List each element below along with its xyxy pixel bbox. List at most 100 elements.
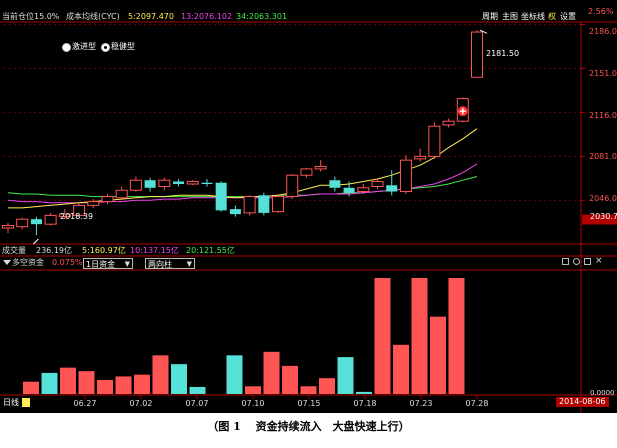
time-tick-label: 06.27 [74, 399, 97, 408]
candle-down [215, 181, 227, 212]
capital-bar [60, 367, 76, 394]
candle-body [386, 185, 398, 192]
candle-body [314, 165, 327, 170]
candle-body [16, 218, 29, 228]
time-tick-label: 07.28 [466, 399, 489, 408]
capital-bar [300, 386, 317, 394]
bar-mode-select[interactable]: 两向柱 ▼ [145, 258, 195, 269]
time-tick-label: 07.23 [410, 399, 433, 408]
capital-period-select[interactable]: 1日资金 ▼ [83, 258, 133, 269]
candle-body [87, 201, 100, 206]
stable-radio[interactable] [101, 43, 110, 52]
candle-body [300, 168, 313, 176]
indicator-close-icon[interactable]: × [595, 256, 603, 266]
candle-body [129, 179, 142, 191]
candle-up [286, 173, 299, 200]
candle-body [186, 180, 199, 185]
capital-bar [226, 355, 243, 394]
capital-flow-percent: 0.075% [52, 258, 83, 267]
capital-bar [152, 355, 169, 394]
indicator-search-icon[interactable] [573, 258, 580, 265]
candle-body [229, 209, 241, 215]
ma13-line [7, 163, 478, 204]
capital-bar [78, 371, 95, 394]
candle-up [186, 180, 199, 186]
candle-body [357, 187, 370, 193]
candle-down [144, 177, 156, 192]
candle-body [215, 182, 227, 211]
capital-bar [430, 316, 446, 394]
candle-up [58, 209, 71, 220]
time-tick-label: 07.07 [186, 399, 209, 408]
period-tab-daily[interactable]: 日线 [3, 398, 19, 407]
ma5-line [8, 128, 478, 209]
aggressive-radio[interactable] [62, 43, 71, 52]
period-button[interactable]: 周期 [482, 12, 498, 21]
candle-body [44, 214, 57, 225]
capital-bar [319, 378, 335, 394]
time-tick-label: 07.18 [354, 399, 377, 408]
candle-up [16, 217, 29, 230]
candle-down [329, 176, 341, 192]
capital-bar [393, 344, 409, 394]
cyc34-value: 34:2063.301 [236, 12, 288, 21]
candle-down [258, 192, 270, 216]
price-tick: 2046.0 [589, 194, 617, 203]
capital-bar [245, 386, 261, 394]
stock-chart-window: 06.27 07.02 07.07 07.10 07.15 07.18 07.23 07.28… [0, 0, 617, 413]
candle-body [201, 182, 213, 184]
indicator-help-icon[interactable] [584, 258, 591, 265]
price-tick: 2151.0 [589, 69, 617, 78]
capital-bar [263, 351, 280, 394]
capital-bar [337, 357, 354, 394]
candle-body [115, 189, 128, 199]
time-tick-label: 07.10 [242, 399, 265, 408]
candle-body [30, 219, 42, 225]
coordinate-button[interactable]: 坐标线 [521, 12, 545, 21]
settings-button[interactable]: 设置 [560, 12, 576, 21]
indicator-settings-icon[interactable] [562, 258, 569, 265]
candle-body [329, 180, 341, 188]
candle-body [243, 196, 256, 214]
volume-ma5: 5:160.97亿 [82, 246, 126, 255]
corner-percent-value: 2.56% [588, 7, 614, 16]
candle-body [414, 155, 427, 160]
bar-mode-value: 两向柱 [148, 260, 172, 269]
main-chart-button[interactable]: 主图 [502, 12, 518, 21]
candle-down [343, 181, 355, 197]
capital-bar [189, 386, 206, 394]
candle-down [201, 178, 213, 187]
candle-up [44, 212, 57, 226]
collapse-arrow-icon[interactable] [3, 260, 11, 265]
price-tick: 2081.0 [589, 152, 617, 161]
capital-axis-value: 0.0000 [590, 389, 615, 397]
period-tab-expand-icon[interactable] [22, 398, 30, 407]
cyc5-value: 5:2097.470 [128, 12, 174, 21]
candle-body [343, 187, 355, 193]
rights-button[interactable]: 权 [548, 12, 556, 21]
candle-up [471, 30, 483, 78]
figure-caption: （图 1 资金持续流入 大盘快速上行） [207, 420, 410, 433]
position-label: 当前仓位15.0% [2, 12, 60, 21]
candle-body [399, 159, 412, 193]
candle-up [129, 176, 142, 192]
low-annotation: 2018.39 [60, 212, 94, 221]
candle-body [371, 180, 384, 188]
date-badge: 2014-08-06 [556, 397, 609, 407]
stable-label: 稳健型 [111, 42, 135, 51]
candle-down [173, 178, 185, 187]
chart-canvas: 06.27 07.02 07.07 07.10 07.15 07.18 07.23 07.28 [0, 21, 617, 413]
capital-bar [23, 381, 39, 394]
candle-up [442, 118, 455, 128]
candle-body [471, 31, 483, 78]
capital-period-value: 1日资金 [86, 260, 116, 269]
current-price-label: 2030.7 [590, 212, 617, 221]
high-pointer [479, 29, 488, 34]
candle-up [414, 148, 427, 162]
current-price-box [582, 214, 617, 225]
capital-bar [97, 379, 113, 394]
candle-body [101, 196, 114, 203]
candle-up [115, 186, 128, 200]
volume-ma20: 20:121.55亿 [186, 246, 235, 255]
candle-body [258, 195, 270, 213]
